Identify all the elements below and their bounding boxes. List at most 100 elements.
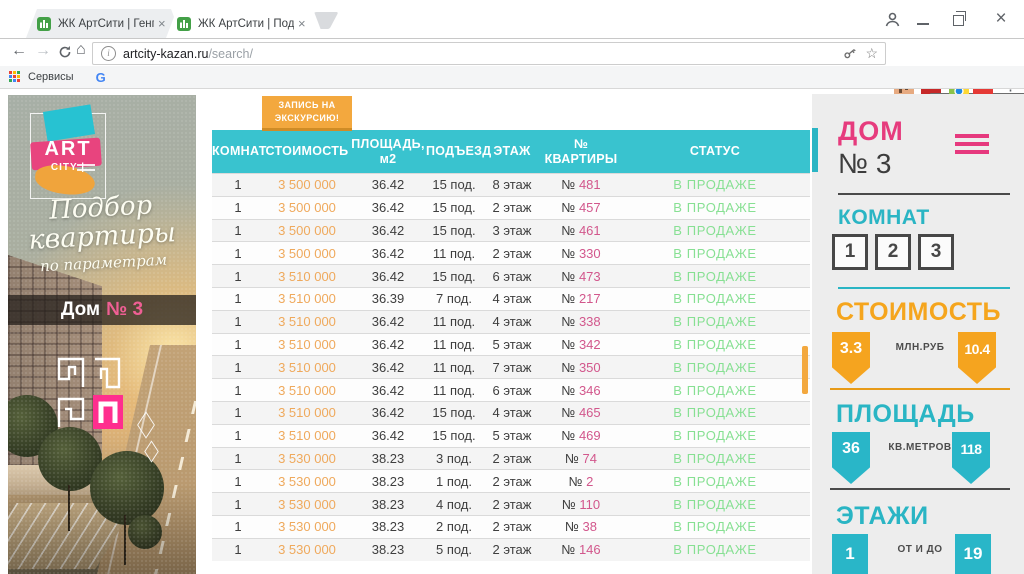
cell-floor: 2 этаж (492, 519, 532, 535)
profile-icon[interactable] (884, 11, 901, 28)
cell-floor: 2 этаж (492, 245, 532, 261)
tree-trunk (68, 485, 70, 531)
cell-floor: 2 этаж (492, 473, 532, 489)
cell-area: 38.23 (371, 519, 405, 535)
minimize-icon[interactable] (917, 23, 929, 25)
cell-status: В ПРОДАЖЕ (673, 496, 757, 512)
cell-apartment-number: № 110 (561, 496, 601, 512)
sidebar-edge-tab (812, 128, 818, 172)
cell-status: В ПРОДАЖЕ (673, 222, 757, 238)
bookmark-star-icon[interactable]: ☆ (865, 45, 878, 61)
table-row[interactable]: 1 3 530 000 38.23 1 под. 2 этаж № 2 В ПР… (212, 469, 810, 493)
header-price: СТОИМОСТЬ (265, 144, 349, 159)
cell-apartment-number: № 342 (561, 336, 601, 352)
cell-status: В ПРОДАЖЕ (673, 314, 757, 330)
area-min-handle[interactable]: 36 (832, 432, 870, 484)
table-row[interactable]: 1 3 530 000 38.23 2 под. 2 этаж № 38 В П… (212, 514, 810, 538)
floor-max-handle[interactable]: 19 (955, 534, 991, 574)
table-row[interactable]: 1 3 510 000 36.42 15 под. 5 этаж № 469 В… (212, 423, 810, 447)
cell-floor: 8 этаж (492, 177, 532, 193)
filter-sidebar: ДОМ № 3 КОМНАТ 1 2 3 СТОИМОСТЬ 3.3 10.4 … (812, 94, 1024, 574)
cell-entrance: 7 под. (435, 291, 473, 307)
cell-area: 38.23 (371, 450, 405, 466)
cell-apartment-number: № 38 (564, 519, 598, 535)
table-row[interactable]: 1 3 510 000 36.39 7 под. 4 этаж № 217 В … (212, 286, 810, 310)
table-row[interactable]: 1 3 510 000 36.42 11 под. 7 этаж № 350 В… (212, 355, 810, 379)
header-rooms: КОМНАТ (212, 144, 267, 159)
home-icon[interactable]: ⌂ (76, 41, 86, 58)
cell-apartment-number: № 74 (564, 450, 598, 466)
divider (838, 193, 1010, 195)
table-row[interactable]: 1 3 500 000 36.42 15 под. 3 этаж № 461 В… (212, 218, 810, 242)
cell-rooms: 1 (234, 405, 242, 421)
house-label: Дом (60, 299, 101, 320)
cell-entrance: 15 под. (432, 200, 476, 216)
area-max-handle[interactable]: 118 (952, 432, 990, 484)
table-row[interactable]: 1 3 500 000 36.42 15 под. 8 этаж № 481 В… (212, 173, 810, 196)
table-row[interactable]: 1 3 530 000 38.23 5 под. 2 этаж № 146 В … (212, 537, 810, 561)
info-icon[interactable]: i (101, 46, 116, 61)
reload-icon[interactable] (58, 45, 72, 59)
floor-min-handle[interactable]: 1 (832, 534, 868, 574)
cell-rooms: 1 (234, 336, 242, 352)
google-bookmark-icon[interactable]: G (95, 69, 106, 85)
tagline-line2: квартиры (27, 217, 177, 256)
cell-apartment-number: № 330 (561, 245, 601, 261)
cell-area: 36.42 (371, 336, 405, 352)
tab-genplan[interactable]: ЖК АртСити | Генплан × (26, 9, 182, 38)
header-area: ПЛОЩАДЬ, м2 (351, 137, 425, 166)
table-row[interactable]: 1 3 510 000 36.42 11 под. 6 этаж № 346 В… (212, 378, 810, 401)
table-row[interactable]: 1 3 510 000 36.42 11 под. 5 этаж № 342 В… (212, 332, 810, 356)
cell-price: 3 510 000 (278, 314, 336, 330)
cell-floor: 4 этаж (492, 405, 532, 421)
menu-icon[interactable] (955, 134, 989, 158)
restore-window-icon[interactable] (953, 11, 966, 26)
table-row[interactable]: 1 3 530 000 38.23 3 под. 2 этаж № 74 В П… (212, 446, 810, 470)
cell-rooms: 1 (234, 314, 242, 330)
back-icon[interactable]: ← (11, 42, 27, 59)
cell-entrance: 4 под. (435, 496, 473, 512)
price-slider-track[interactable] (830, 388, 1010, 390)
logo-city-text: CITY | (50, 162, 86, 173)
key-icon[interactable] (839, 43, 860, 64)
rooms-option-3[interactable]: 3 (918, 234, 954, 270)
table-row[interactable]: 1 3 530 000 38.23 4 под. 2 этаж № 110 В … (212, 492, 810, 515)
price-max-handle[interactable]: 10.4 (958, 332, 996, 384)
tab-search[interactable]: ЖК АртСити | Подбор к × (166, 9, 324, 38)
rooms-options: 1 2 3 (832, 234, 954, 270)
logo-art-text: ART (44, 138, 92, 160)
cell-entrance: 1 под. (435, 473, 473, 489)
close-window-icon[interactable]: × (995, 8, 1007, 29)
table-row[interactable]: 1 3 510 000 36.42 11 под. 4 этаж № 338 В… (212, 309, 810, 333)
tab-title: ЖК АртСити | Генплан (58, 17, 152, 30)
address-bar[interactable]: i artcity-kazan.ru/search/ ☆ (92, 42, 886, 65)
forward-icon[interactable]: → (35, 42, 51, 59)
cell-entrance: 2 под. (435, 519, 473, 535)
tab-close-icon[interactable]: × (158, 16, 166, 31)
cell-area: 38.23 (371, 496, 405, 512)
rooms-option-1[interactable]: 1 (832, 234, 868, 270)
table-row[interactable]: 1 3 500 000 36.42 11 под. 2 этаж № 330 В… (212, 241, 810, 265)
table-row[interactable]: 1 3 510 000 36.42 15 под. 6 этаж № 473 В… (212, 264, 810, 287)
site-favicon-icon (36, 16, 52, 32)
rooms-option-2[interactable]: 2 (875, 234, 911, 270)
tab-close-icon[interactable]: × (298, 16, 306, 31)
cell-status: В ПРОДАЖЕ (673, 245, 757, 261)
area-slider-track[interactable] (830, 488, 1010, 490)
excursion-button[interactable]: ЗАПИСЬ НА ЭКСКУРСИЮ! (262, 96, 352, 131)
cell-rooms: 1 (234, 428, 242, 444)
table-row[interactable]: 1 3 500 000 36.42 15 под. 2 этаж № 457 В… (212, 195, 810, 219)
header-status: СТАТУС (689, 144, 741, 159)
bookmark-services[interactable]: Сервисы (28, 71, 74, 83)
paint-splash-cyan (42, 104, 96, 142)
url-text: artcity-kazan.ru/search/ (123, 46, 253, 61)
cell-entrance: 15 под. (432, 268, 476, 284)
cell-area: 36.42 (371, 405, 405, 421)
price-min-handle[interactable]: 3.3 (832, 332, 870, 384)
table-row[interactable]: 1 3 510 000 36.42 15 под. 4 этаж № 465 В… (212, 400, 810, 424)
browser-titlebar: ЖК АртСити | Генплан × ЖК АртСити | Подб… (0, 0, 1024, 39)
cell-price: 3 510 000 (278, 336, 336, 352)
table-scrollbar[interactable] (802, 346, 808, 394)
apps-grid-icon[interactable] (9, 71, 21, 83)
cell-status: В ПРОДАЖЕ (673, 473, 757, 489)
